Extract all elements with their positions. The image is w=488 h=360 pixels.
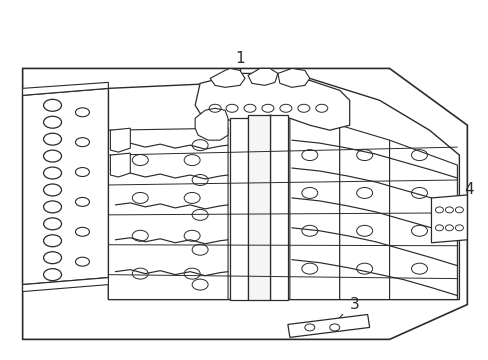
Polygon shape — [108, 128, 227, 300]
Text: 1: 1 — [235, 51, 244, 66]
Polygon shape — [22, 68, 467, 339]
Polygon shape — [289, 118, 339, 300]
Polygon shape — [22, 82, 108, 95]
Polygon shape — [277, 68, 309, 87]
Polygon shape — [247, 68, 277, 85]
Polygon shape — [22, 278, 108, 292]
Polygon shape — [269, 115, 287, 300]
Polygon shape — [339, 125, 389, 300]
Polygon shape — [247, 115, 269, 300]
Text: 3: 3 — [349, 297, 359, 312]
Polygon shape — [195, 73, 349, 130]
Polygon shape — [22, 88, 108, 285]
Polygon shape — [108, 73, 458, 300]
Polygon shape — [195, 108, 227, 140]
Polygon shape — [110, 153, 130, 177]
Polygon shape — [287, 315, 369, 337]
Text: 4: 4 — [464, 183, 473, 198]
Polygon shape — [229, 118, 247, 300]
Polygon shape — [110, 128, 130, 152]
Polygon shape — [210, 68, 244, 87]
Polygon shape — [430, 195, 467, 243]
Polygon shape — [389, 140, 456, 300]
Text: 2: 2 — [21, 136, 30, 150]
